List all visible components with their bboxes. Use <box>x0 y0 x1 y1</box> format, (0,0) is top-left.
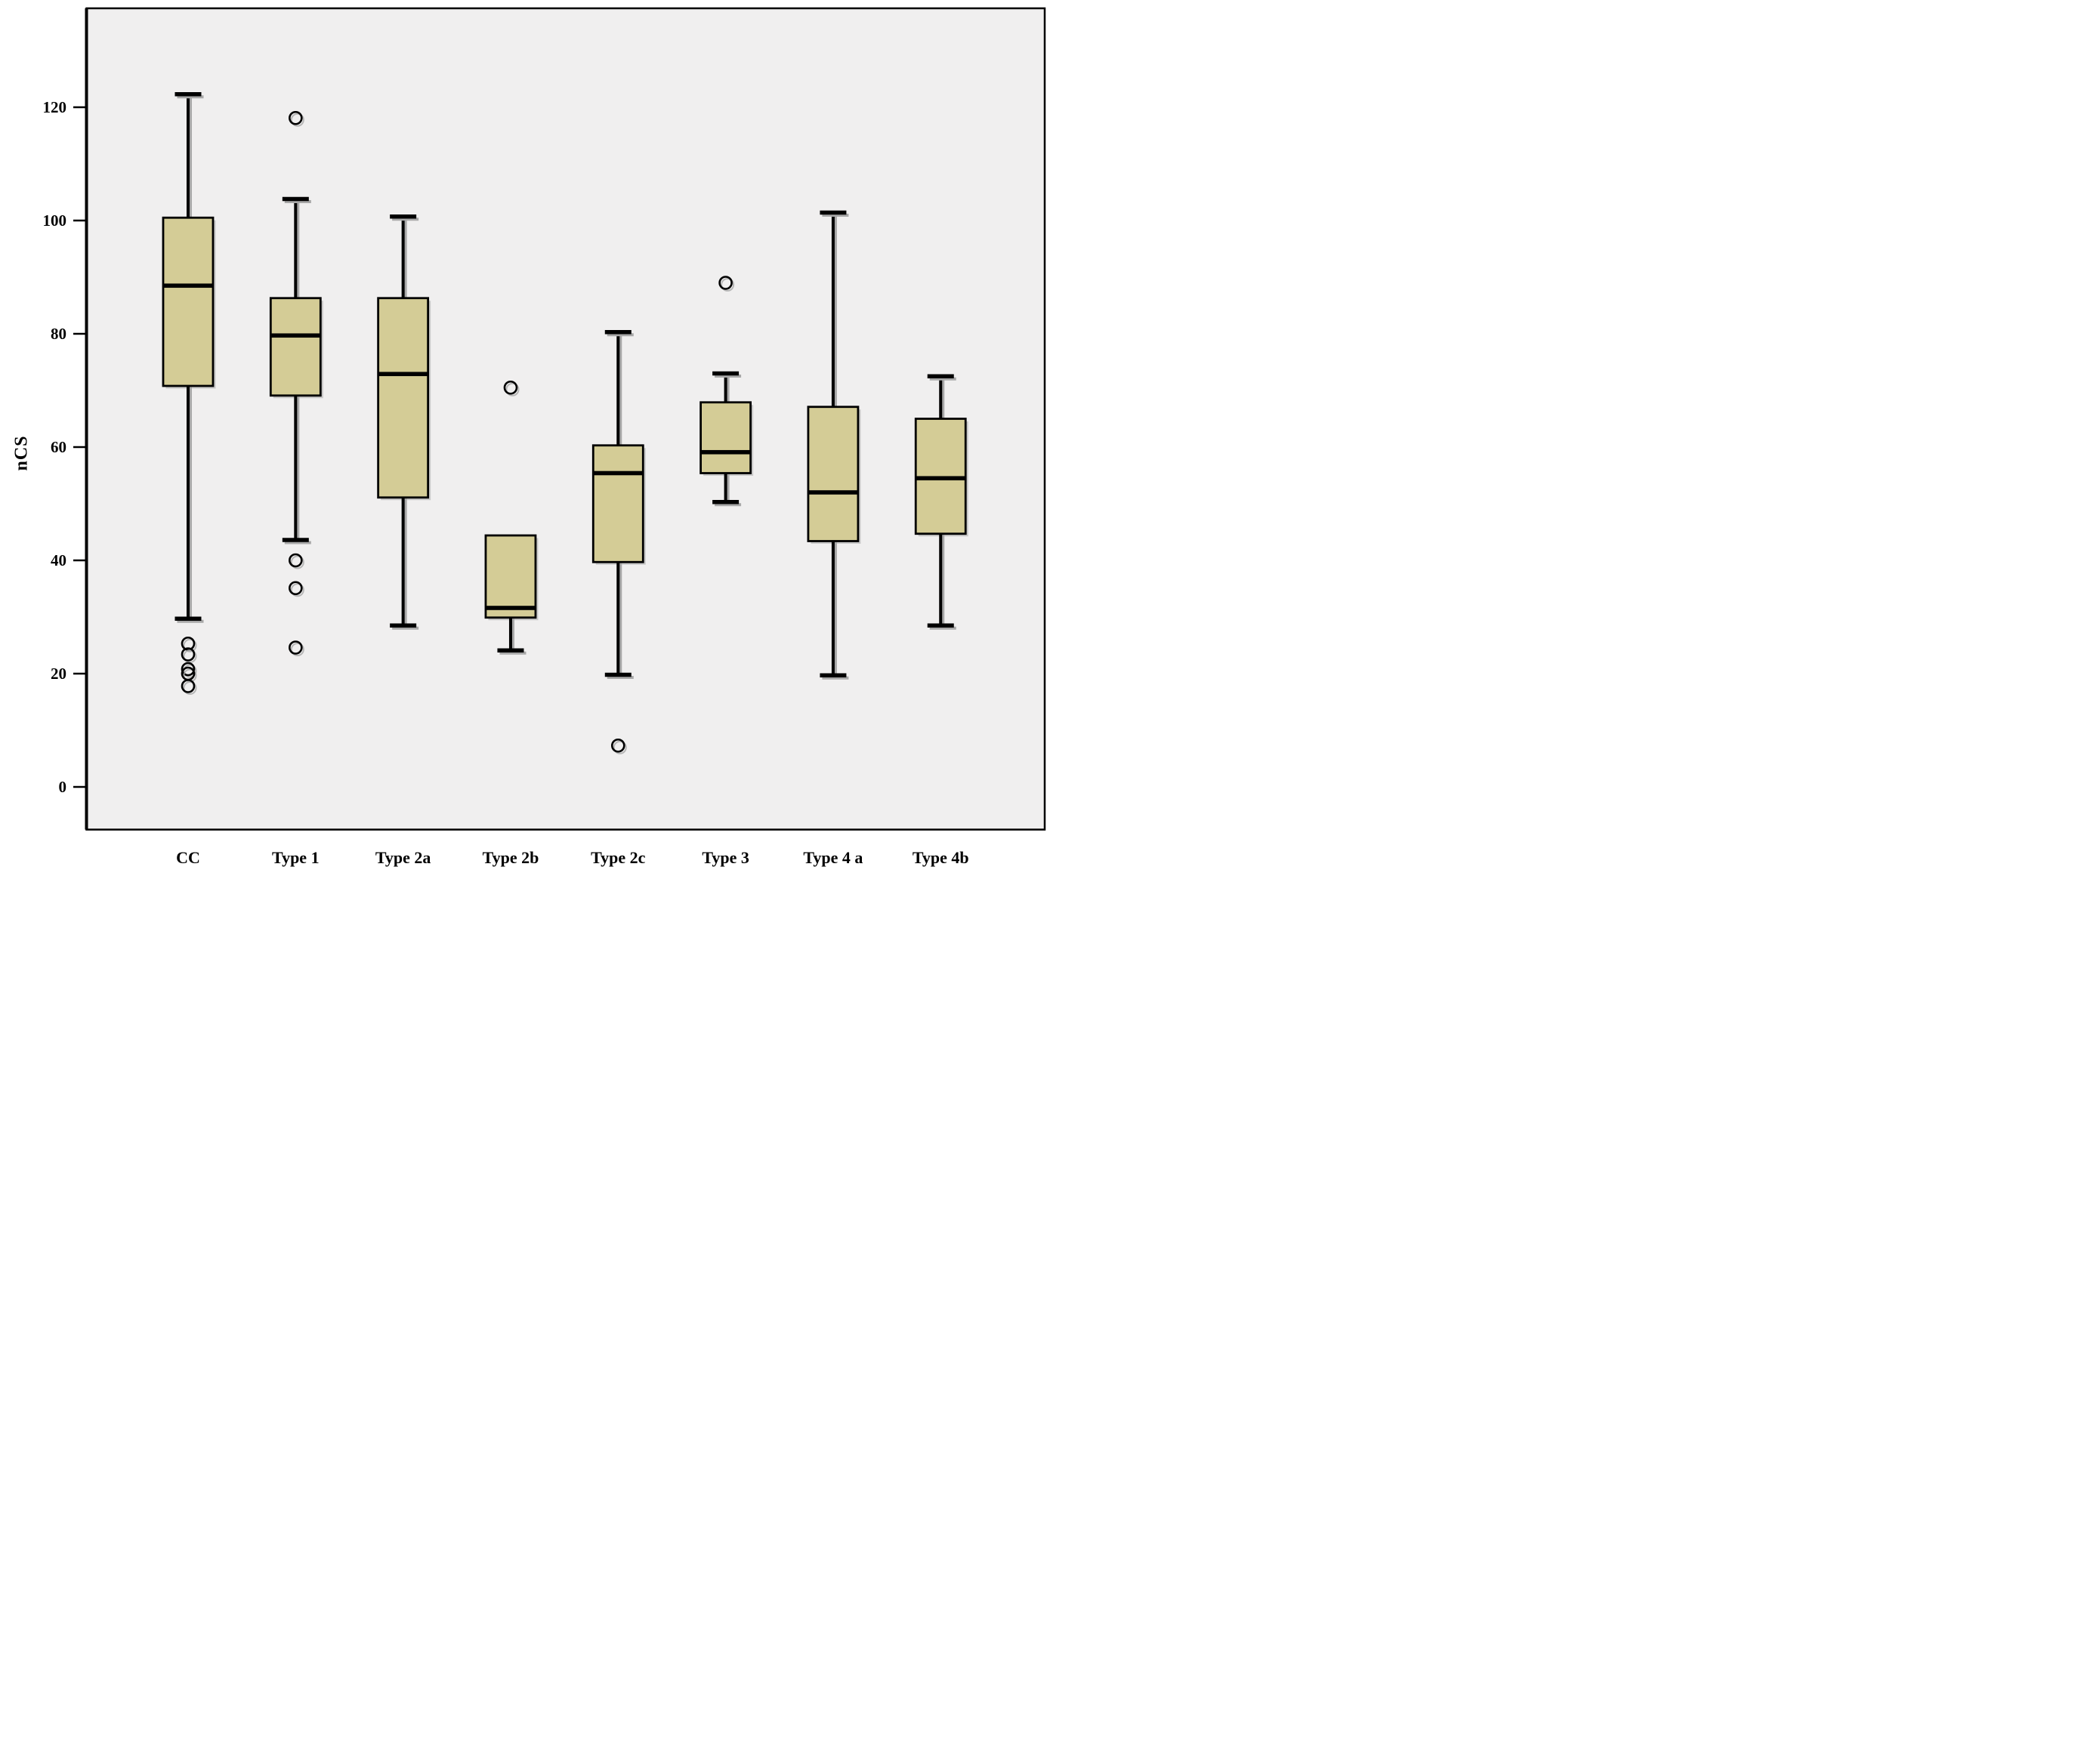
outlier-shadow <box>613 740 627 754</box>
outlier-shadow <box>183 681 197 695</box>
y-tick-label: 0 <box>59 778 67 796</box>
box-type-1 <box>269 297 322 397</box>
outlier-point <box>181 636 196 651</box>
y-tick-label: 120 <box>43 98 67 116</box>
median-line <box>916 476 966 481</box>
outlier-shadow <box>290 113 304 127</box>
y-tick-label: 80 <box>51 325 66 343</box>
box-type-3 <box>699 401 752 474</box>
x-category-label: Type 1 <box>272 848 320 867</box>
y-tick-label: 60 <box>51 438 66 456</box>
x-category-label: Type 3 <box>702 848 749 867</box>
outlier-shadow <box>290 643 304 656</box>
median-line <box>163 283 213 288</box>
outlier-point <box>610 738 625 753</box>
y-tick-label: 100 <box>43 211 67 230</box>
median-line <box>270 333 321 338</box>
outlier-shadow <box>183 649 197 663</box>
median-line <box>485 606 536 610</box>
median-line <box>700 449 751 455</box>
median-line <box>378 372 428 377</box>
outlier-point <box>289 110 303 125</box>
outlier-point <box>718 276 733 290</box>
outlier-shadow <box>290 583 304 597</box>
box-type-2b <box>484 534 537 619</box>
x-category-label: Type 2c <box>591 848 646 867</box>
box-type-4-a <box>807 406 860 542</box>
outlier-shadow <box>183 638 197 652</box>
median-line <box>593 470 644 476</box>
outlier-point <box>181 662 196 677</box>
x-category-label: Type 2a <box>375 848 431 867</box>
outlier-point <box>289 640 303 655</box>
median-line <box>808 490 858 495</box>
outlier-shadow <box>183 664 197 678</box>
outlier-shadow <box>721 278 735 292</box>
boxplot-figure: nCS 0 20 40 60 80 100 120 CC Type 1 Type 2a Type 2… <box>0 0 1050 872</box>
x-category-label: CC <box>176 848 200 867</box>
outlier-point <box>289 553 303 568</box>
x-category-label: Type 2b <box>483 848 539 867</box>
plot-area <box>86 8 1045 830</box>
box-type-2a <box>377 297 430 499</box>
outlier-point <box>503 380 518 395</box>
box-type-2c <box>591 444 644 563</box>
y-tick-label: 40 <box>51 551 66 569</box>
outlier-point <box>181 679 196 693</box>
box-cc <box>162 216 215 387</box>
x-category-label: Type 4 a <box>803 848 863 867</box>
x-category-label: Type 4b <box>913 848 969 867</box>
outlier-shadow <box>290 555 304 569</box>
outlier-shadow <box>505 382 520 396</box>
y-tick-label: 20 <box>51 665 66 683</box>
outlier-point <box>289 581 303 596</box>
outlier-point <box>181 647 196 662</box>
y-axis-title: nCS <box>11 435 32 471</box>
boxplot-canvas: 0 20 40 60 80 100 120 CC Type 1 Type 2a Type 2b Typ… <box>43 7 1046 867</box>
